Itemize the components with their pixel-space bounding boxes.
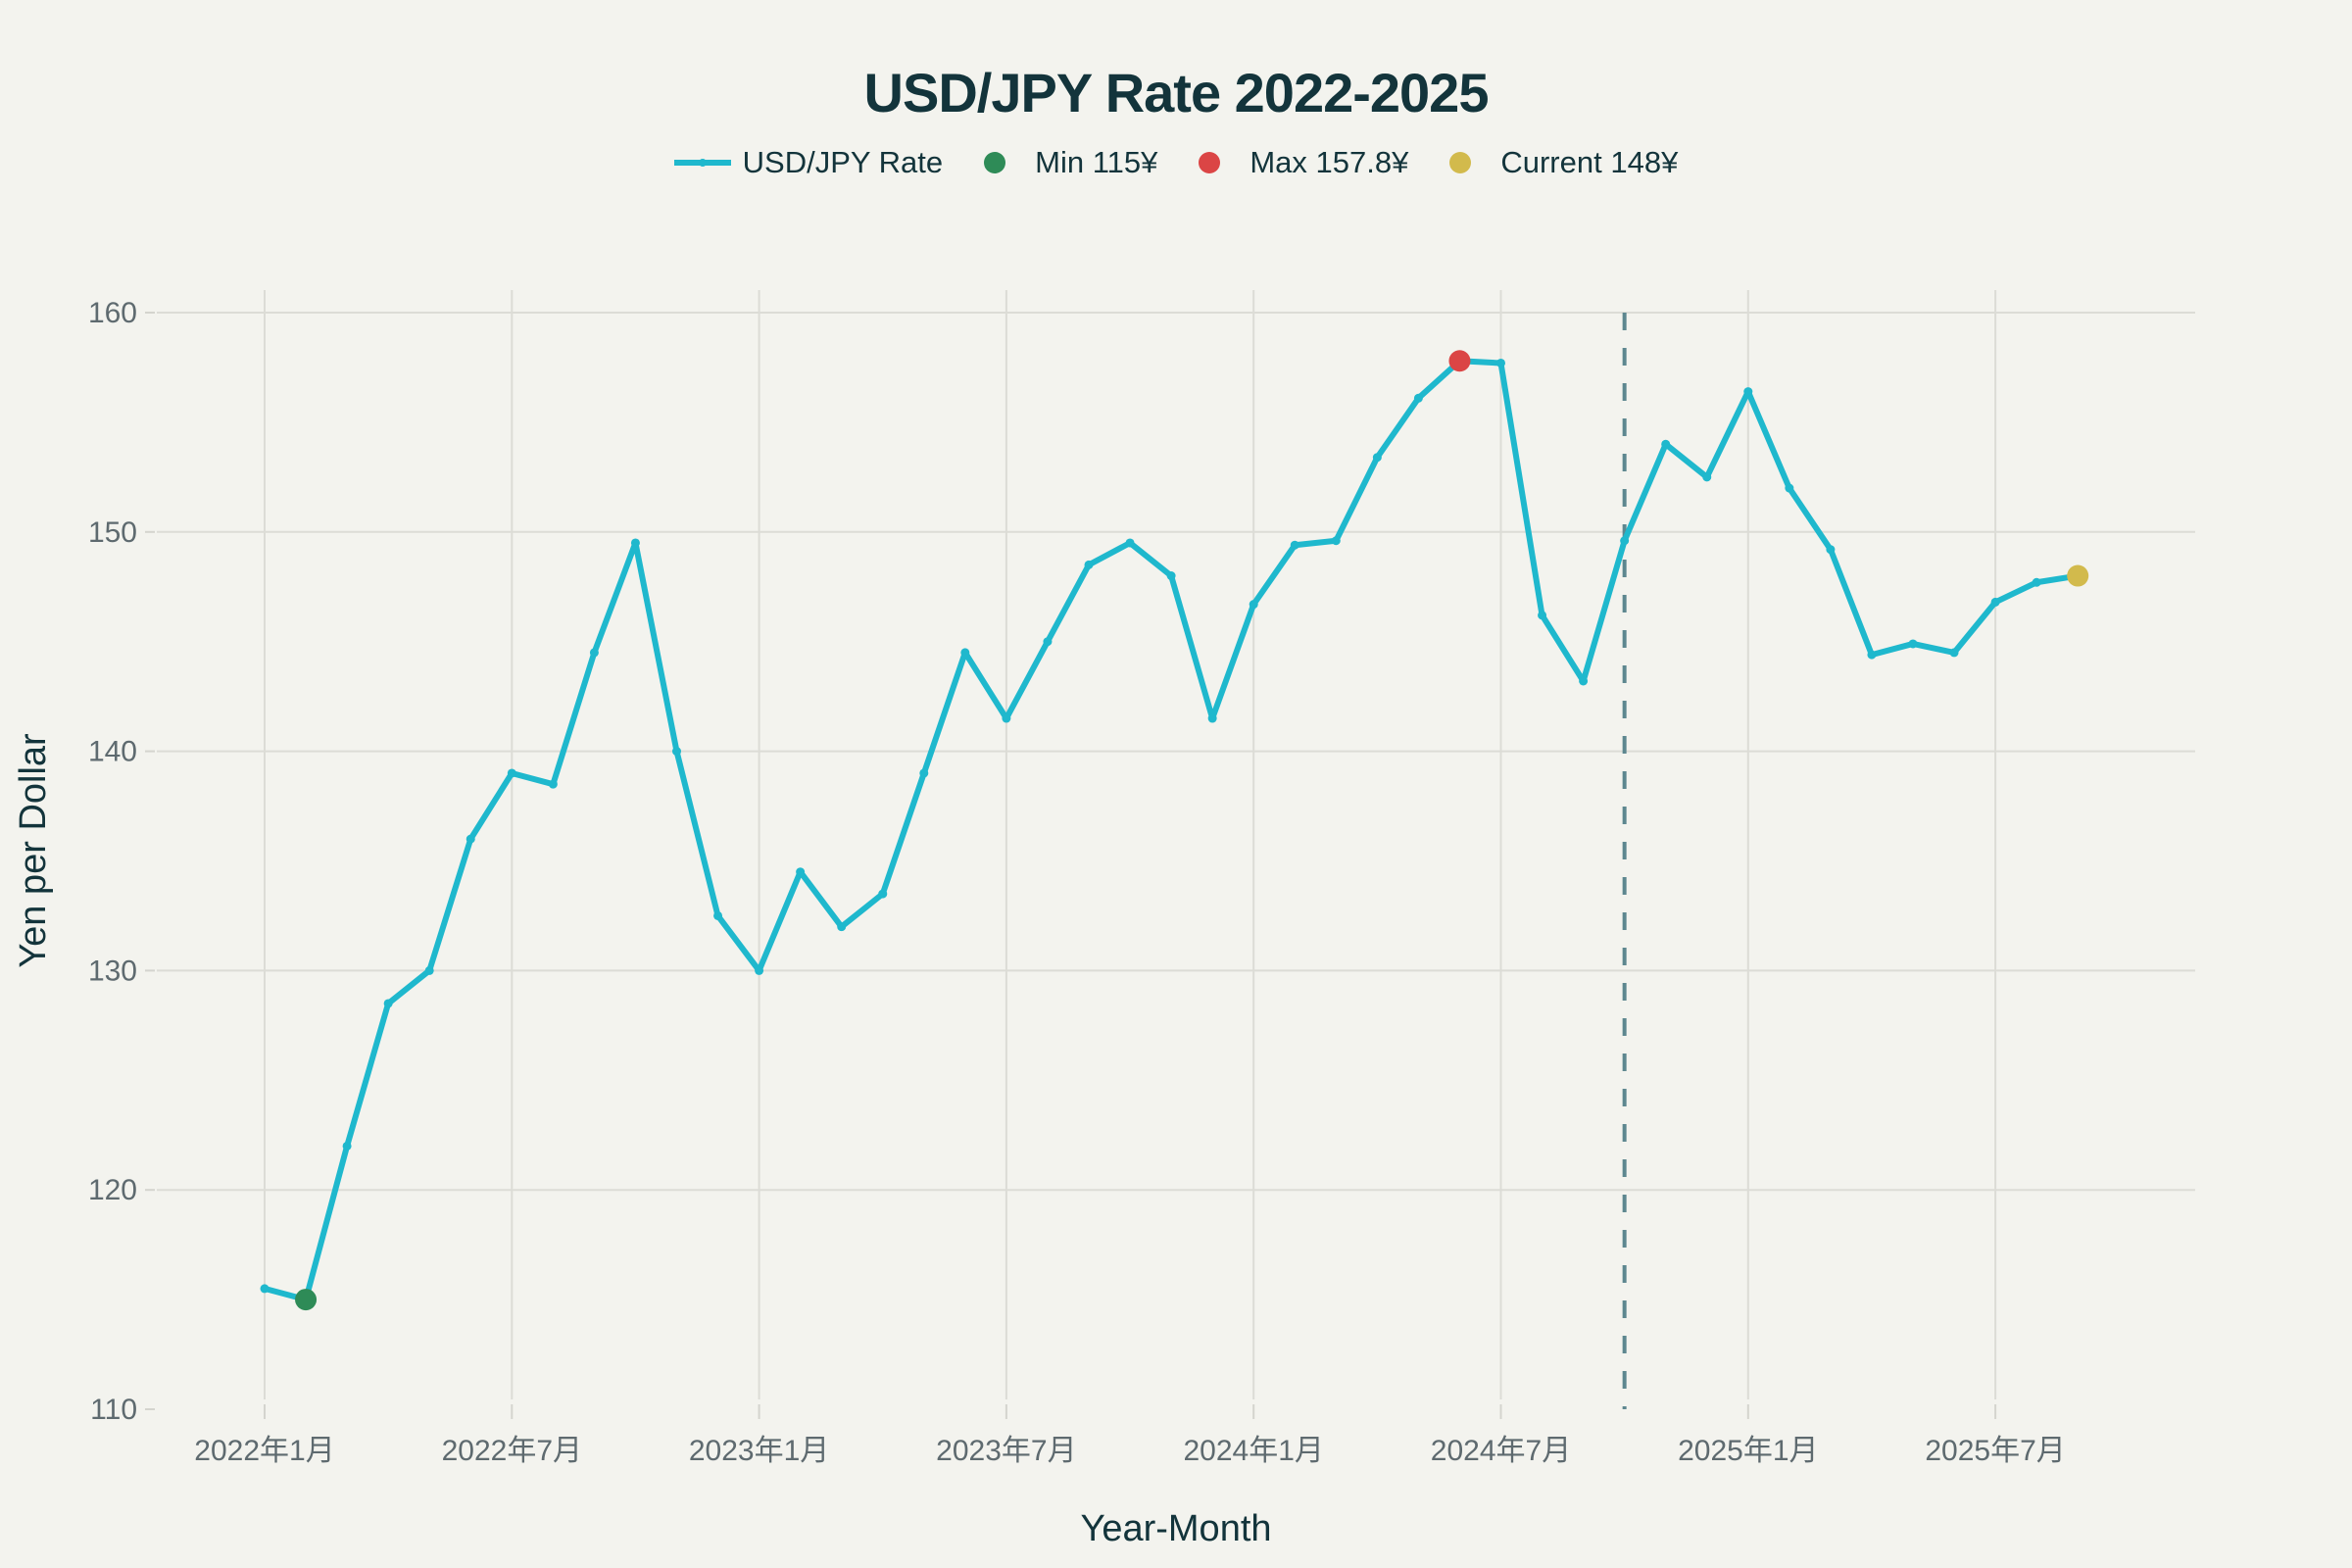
data-point <box>1043 637 1053 647</box>
data-point <box>672 747 681 757</box>
data-point <box>383 999 393 1008</box>
min-marker <box>295 1289 318 1311</box>
series-line <box>262 358 2082 1303</box>
max-marker <box>1448 350 1471 372</box>
legend-dot-current-icon <box>1449 152 1472 173</box>
legend-line-icon <box>673 159 731 167</box>
y-tick-label: 140 <box>88 736 137 768</box>
data-point <box>1538 611 1547 620</box>
data-point <box>507 768 516 778</box>
data-point <box>1125 538 1135 548</box>
y-axis-title: Yen per Dollar <box>13 733 54 968</box>
current-marker <box>2067 564 2089 587</box>
data-point <box>1908 639 1918 649</box>
data-point <box>1207 713 1217 723</box>
y-axis: 110 120 130 140 150 160 <box>88 297 155 1426</box>
x-tick-label: 2023年1月 <box>689 1435 829 1467</box>
x-axis: 2022年1月 2022年7月 2023年1月 2023年7月 2024年1月 2024年… <box>194 1404 2066 1467</box>
highlight-markers <box>295 350 2089 1311</box>
data-point <box>1826 545 1836 555</box>
data-point <box>1579 676 1589 686</box>
x-tick-label: 2025年1月 <box>1678 1435 1818 1467</box>
series-group <box>260 356 2082 1304</box>
data-point <box>878 889 888 899</box>
chart-title: USD/JPY Rate 2022-2025 <box>863 62 1490 123</box>
legend-item-current[interactable]: Current 148¥ <box>1440 145 1678 180</box>
data-point <box>919 768 929 778</box>
data-point <box>960 648 970 658</box>
y-tick-label: 150 <box>88 516 137 549</box>
data-point <box>1785 483 1794 493</box>
legend-label-current: Current 148¥ <box>1500 145 1679 179</box>
data-point <box>1249 600 1258 610</box>
data-point <box>466 834 475 844</box>
data-point <box>1413 393 1423 403</box>
data-point <box>1372 453 1382 463</box>
data-point <box>796 867 806 877</box>
data-point <box>1743 387 1753 397</box>
y-tick-label: 120 <box>88 1174 137 1206</box>
data-point <box>837 922 847 932</box>
grid <box>157 290 2195 1399</box>
legend-dot-max-icon <box>1199 152 1221 173</box>
legend-item-rate[interactable]: USD/JPY Rate <box>673 145 944 180</box>
data-point <box>630 538 640 548</box>
legend-label-min: Min 115¥ <box>1035 145 1158 179</box>
y-tick-label: 160 <box>88 297 137 329</box>
x-axis-title: Year-Month <box>1080 1508 1271 1549</box>
data-point <box>1990 597 2000 607</box>
legend-label-rate: USD/JPY Rate <box>742 145 944 179</box>
x-tick-label: 2022年7月 <box>442 1435 582 1467</box>
legend-item-min[interactable]: Min 115¥ <box>974 145 1157 180</box>
data-point <box>1702 472 1712 482</box>
data-point <box>424 965 434 975</box>
data-point <box>755 965 764 975</box>
data-point <box>1620 536 1630 546</box>
legend-dot-min-icon <box>984 152 1006 173</box>
legend-label-max: Max 157.8¥ <box>1250 145 1409 179</box>
y-tick-label: 110 <box>90 1394 137 1426</box>
legend: USD/JPY Rate Min 115¥ Max 157.8¥ Current… <box>0 145 2352 180</box>
x-tick-label: 2025年7月 <box>1925 1435 2065 1467</box>
data-point <box>713 910 723 920</box>
data-point <box>548 779 558 789</box>
data-point <box>1290 540 1299 550</box>
data-point <box>1166 571 1176 581</box>
data-point <box>1084 560 1094 569</box>
data-point <box>260 1284 270 1294</box>
data-point <box>1661 439 1671 449</box>
y-tick-label: 130 <box>88 955 137 987</box>
data-point <box>1949 648 1959 658</box>
x-tick-label: 2022年1月 <box>194 1435 334 1467</box>
data-point <box>1496 358 1505 368</box>
x-tick-label: 2024年1月 <box>1183 1435 1323 1467</box>
data-point <box>1331 536 1341 546</box>
data-point <box>1002 713 1011 723</box>
data-point <box>2032 577 2041 587</box>
x-tick-label: 2024年7月 <box>1431 1435 1571 1467</box>
legend-item-max[interactable]: Max 157.8¥ <box>1189 145 1408 180</box>
data-point <box>589 648 599 658</box>
data-point <box>342 1141 352 1151</box>
x-tick-label: 2023年7月 <box>936 1435 1076 1467</box>
data-point <box>1867 650 1877 660</box>
